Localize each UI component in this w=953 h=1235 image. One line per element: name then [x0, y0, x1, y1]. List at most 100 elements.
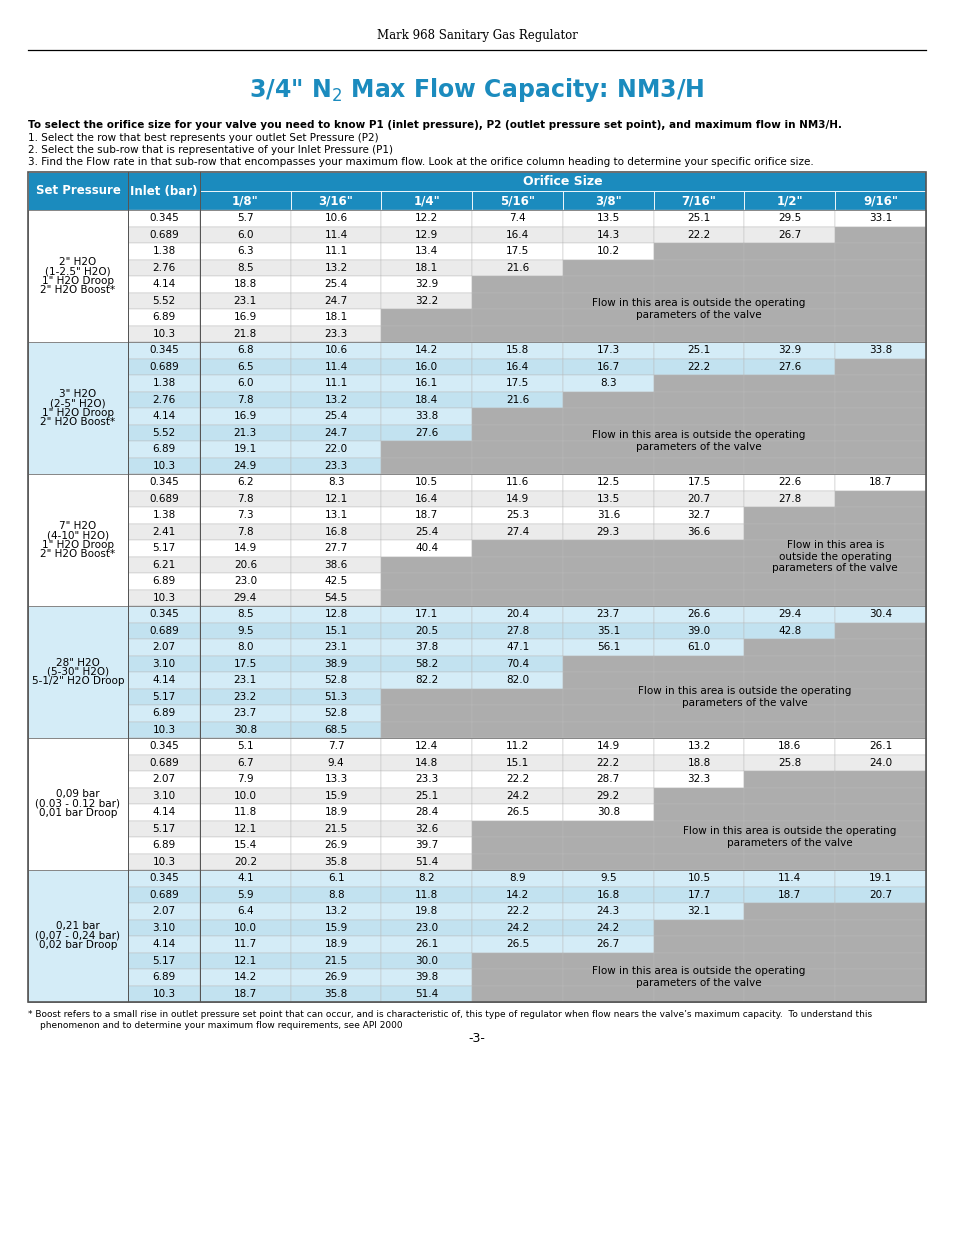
- Text: (0,07 - 0,24 bar): (0,07 - 0,24 bar): [35, 931, 120, 941]
- Bar: [835, 275, 925, 293]
- Bar: [381, 275, 472, 293]
- Text: 3.10: 3.10: [152, 790, 175, 800]
- Text: 23.2: 23.2: [233, 692, 256, 701]
- Bar: [562, 638, 653, 656]
- Text: 33.8: 33.8: [868, 346, 891, 356]
- Bar: [381, 869, 472, 887]
- Text: 11.4: 11.4: [778, 873, 801, 883]
- Text: 51.4: 51.4: [415, 989, 438, 999]
- Bar: [562, 573, 653, 589]
- Text: 26.7: 26.7: [597, 940, 619, 950]
- Bar: [835, 804, 925, 820]
- Text: 18.7: 18.7: [778, 889, 801, 900]
- Text: 17.1: 17.1: [415, 609, 438, 619]
- Text: 10.0: 10.0: [233, 790, 256, 800]
- Text: 2.76: 2.76: [152, 263, 175, 273]
- Text: 1" H2O Droop: 1" H2O Droop: [42, 540, 113, 550]
- Text: 1/8": 1/8": [232, 194, 258, 207]
- Text: 18.7: 18.7: [415, 510, 438, 520]
- Text: 15.1: 15.1: [324, 626, 348, 636]
- Bar: [562, 589, 653, 606]
- Bar: [381, 771, 472, 788]
- Text: 0.689: 0.689: [149, 889, 178, 900]
- Text: 12.2: 12.2: [415, 214, 438, 224]
- Text: 30.4: 30.4: [868, 609, 891, 619]
- Text: 7.8: 7.8: [236, 527, 253, 537]
- Bar: [653, 589, 743, 606]
- Text: 0,21 bar: 0,21 bar: [56, 921, 100, 931]
- Bar: [472, 474, 562, 490]
- Text: 1.38: 1.38: [152, 378, 175, 388]
- Text: 2. Select the sub-row that is representative of your Inlet Pressure (P1): 2. Select the sub-row that is representa…: [28, 144, 393, 156]
- Text: 25.4: 25.4: [324, 279, 348, 289]
- Text: 10.2: 10.2: [597, 246, 619, 256]
- Bar: [472, 739, 562, 755]
- Bar: [835, 226, 925, 243]
- Bar: [472, 540, 562, 557]
- Bar: [381, 375, 472, 391]
- Bar: [381, 903, 472, 920]
- Bar: [835, 739, 925, 755]
- Bar: [291, 309, 381, 326]
- Bar: [291, 622, 381, 638]
- Bar: [653, 540, 743, 557]
- Bar: [472, 391, 562, 408]
- Text: 12.4: 12.4: [415, 741, 438, 751]
- Bar: [291, 656, 381, 672]
- Text: 18.9: 18.9: [324, 808, 348, 818]
- Text: 14.9: 14.9: [597, 741, 619, 751]
- Bar: [562, 755, 653, 771]
- Bar: [128, 589, 200, 606]
- Bar: [743, 425, 835, 441]
- Bar: [472, 755, 562, 771]
- Bar: [200, 408, 291, 425]
- Bar: [743, 358, 835, 375]
- Bar: [128, 259, 200, 275]
- Text: 0.345: 0.345: [149, 741, 178, 751]
- Text: 23.1: 23.1: [233, 676, 256, 685]
- Bar: [743, 656, 835, 672]
- Bar: [743, 441, 835, 457]
- Text: 6.89: 6.89: [152, 840, 175, 850]
- Text: 3. Find the Flow rate in that sub-row that encompasses your maximum flow. Look a: 3. Find the Flow rate in that sub-row th…: [28, 157, 813, 167]
- Bar: [291, 638, 381, 656]
- Text: 6.89: 6.89: [152, 972, 175, 982]
- Text: 16.0: 16.0: [415, 362, 438, 372]
- Text: Flow in this area is outside the operating
parameters of the valve: Flow in this area is outside the operati…: [682, 826, 896, 847]
- Bar: [743, 853, 835, 869]
- Bar: [835, 342, 925, 358]
- Bar: [562, 309, 653, 326]
- Text: 7.8: 7.8: [236, 494, 253, 504]
- Text: 23.7: 23.7: [597, 609, 619, 619]
- Bar: [381, 408, 472, 425]
- Bar: [743, 243, 835, 259]
- Bar: [835, 688, 925, 705]
- Bar: [128, 920, 200, 936]
- Bar: [291, 243, 381, 259]
- Text: 35.8: 35.8: [324, 857, 348, 867]
- Text: 16.4: 16.4: [415, 494, 438, 504]
- Bar: [653, 820, 743, 837]
- Text: 15.9: 15.9: [324, 923, 348, 932]
- Text: 0.345: 0.345: [149, 346, 178, 356]
- Text: 6.0: 6.0: [237, 378, 253, 388]
- Bar: [128, 837, 200, 853]
- Bar: [291, 259, 381, 275]
- Text: 10.5: 10.5: [687, 873, 710, 883]
- Text: 13.2: 13.2: [324, 906, 348, 916]
- Text: 6.2: 6.2: [236, 477, 253, 488]
- Bar: [743, 739, 835, 755]
- Bar: [381, 755, 472, 771]
- Text: 14.9: 14.9: [505, 494, 529, 504]
- Text: 12.1: 12.1: [324, 494, 348, 504]
- Text: * Boost refers to a small rise in outlet pressure set point that can occur, and : * Boost refers to a small rise in outlet…: [28, 1010, 871, 1019]
- Bar: [472, 969, 562, 986]
- Text: 39.7: 39.7: [415, 840, 438, 850]
- Text: 5.17: 5.17: [152, 692, 175, 701]
- Bar: [200, 936, 291, 952]
- Bar: [128, 969, 200, 986]
- Text: 20.2: 20.2: [233, 857, 256, 867]
- Text: 23.0: 23.0: [233, 577, 256, 587]
- Text: 24.0: 24.0: [868, 758, 891, 768]
- Bar: [743, 952, 835, 969]
